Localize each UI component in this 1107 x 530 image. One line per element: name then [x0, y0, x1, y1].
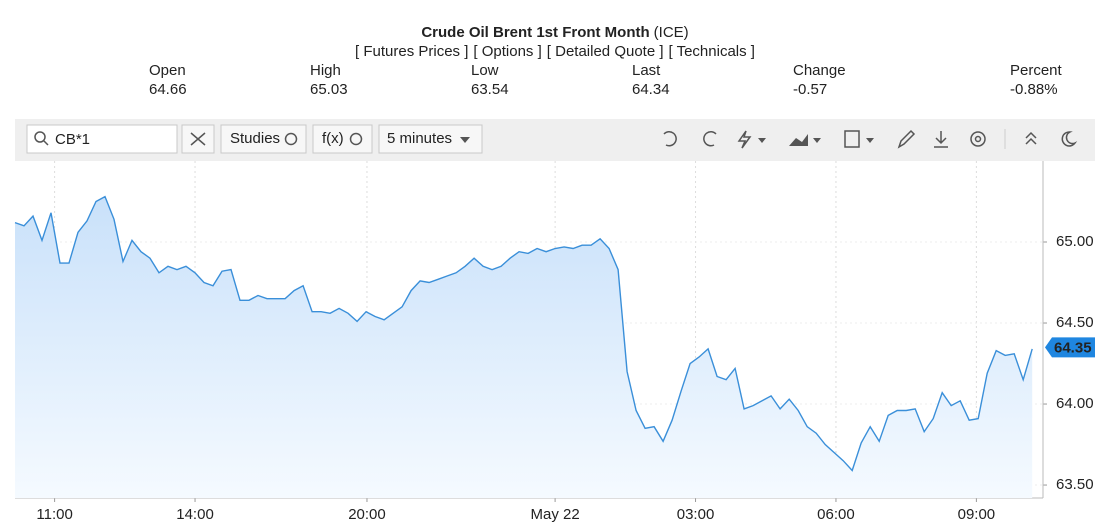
- quote-value: -0.57: [793, 81, 827, 98]
- plus-icon: [349, 132, 363, 146]
- search-icon: [34, 131, 46, 143]
- shuffle-icon: [190, 132, 206, 146]
- link[interactable]: [ Detailed Quote ]: [547, 43, 664, 60]
- link[interactable]: [ Options ]: [473, 43, 541, 60]
- link[interactable]: [ Technicals ]: [669, 43, 755, 60]
- quote-label: Last: [632, 62, 661, 79]
- redo-icon[interactable]: [703, 131, 717, 147]
- y-tick-label: 64.50: [1056, 314, 1094, 331]
- quote-value: 64.66: [149, 81, 187, 98]
- undo-icon[interactable]: [663, 131, 677, 147]
- dropdown-arrow: [813, 138, 821, 143]
- x-tick-label: 11:00: [36, 506, 72, 523]
- x-tick-label: 20:00: [348, 506, 386, 523]
- quote-value: 64.34: [632, 81, 670, 98]
- collapse-icon[interactable]: [1025, 131, 1037, 145]
- toolbar-icons: [663, 129, 1078, 149]
- draw-icon[interactable]: [897, 129, 916, 149]
- download-icon[interactable]: [934, 131, 948, 148]
- symbol-text: CB*1: [55, 131, 90, 148]
- quote-value: -0.88%: [1010, 81, 1058, 98]
- quote-label: Change: [793, 62, 846, 79]
- x-tick-label: 09:00: [958, 506, 996, 523]
- link[interactable]: [ Futures Prices ]: [355, 43, 468, 60]
- plus-icon: [284, 132, 298, 146]
- search-icon: [43, 140, 49, 146]
- quote-label: Percent: [1010, 62, 1063, 79]
- dropdown-arrow: [758, 138, 766, 143]
- y-tick-label: 63.50: [1056, 476, 1094, 493]
- chart-type-icon[interactable]: [789, 134, 808, 146]
- settings-icon[interactable]: [970, 131, 986, 147]
- title-text: Crude Oil Brent 1st Front Month: [421, 24, 649, 41]
- title: Crude Oil Brent 1st Front Month (ICE): [421, 24, 688, 41]
- dropdown-arrow: [866, 138, 874, 143]
- y-tick-label: 65.00: [1056, 233, 1094, 250]
- price-line: [14, 195, 1033, 472]
- last-price-label: 64.35: [1054, 339, 1092, 356]
- flash-icon[interactable]: [737, 130, 752, 149]
- quote-label: High: [310, 62, 341, 79]
- settings-icon: [974, 135, 982, 143]
- area: [15, 196, 1033, 498]
- theme-icon[interactable]: [1061, 131, 1078, 147]
- fx-label: f(x): [322, 130, 344, 147]
- x-tick-label: 03:00: [677, 506, 715, 523]
- last-price-tag: [1045, 337, 1095, 358]
- studies-button[interactable]: [220, 124, 307, 154]
- quote-value: 65.03: [310, 81, 348, 98]
- quote-value: 63.54: [471, 81, 509, 98]
- exchange: (ICE): [654, 24, 689, 41]
- dropdown-arrow: [460, 137, 470, 143]
- symbol-input[interactable]: [26, 124, 178, 154]
- studies-label: Studies: [230, 130, 280, 147]
- quote-label: Low: [471, 62, 499, 79]
- y-tick-label: 64.00: [1056, 395, 1094, 412]
- x-tick-label: 06:00: [817, 506, 855, 523]
- x-tick-label: May 22: [531, 506, 580, 523]
- quote-label: Open: [149, 62, 186, 79]
- x-tick-label: 14:00: [176, 506, 214, 523]
- template-icon[interactable]: [844, 130, 860, 148]
- interval-label: 5 minutes: [387, 130, 452, 147]
- links-line: [ Futures Prices ] [ Options ] [ Detailed …: [355, 43, 755, 60]
